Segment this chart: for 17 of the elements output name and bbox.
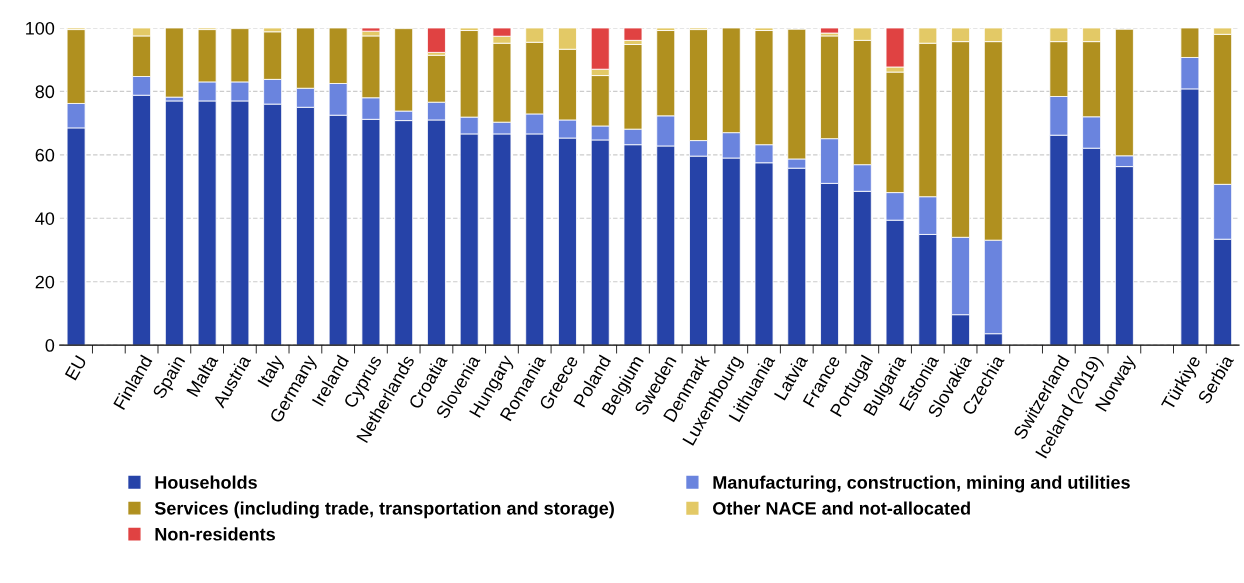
y-tick-label: 100 — [26, 21, 55, 35]
y-tick-label: 60 — [35, 148, 55, 162]
y-tick-label: 0 — [45, 339, 55, 352]
legend-label: Non-residents — [155, 527, 275, 541]
y-tick-label: 20 — [35, 275, 55, 289]
legend-label: Manufacturing, construction, mining and utilities — [713, 475, 1130, 493]
y-tick-label: 40 — [35, 212, 55, 225]
y-tick-label: 80 — [35, 85, 55, 99]
bar — [164, 100, 184, 346]
bar — [623, 27, 643, 41]
legend-label: Households — [155, 475, 257, 489]
legend-label: Other NACE and not-allocated — [713, 501, 970, 515]
legend-label: Services (including trade, transportation and storage) — [154, 501, 614, 519]
bar — [820, 27, 839, 34]
bar — [427, 27, 446, 53]
bar — [164, 27, 184, 98]
x-tick-label: EU — [64, 355, 87, 381]
